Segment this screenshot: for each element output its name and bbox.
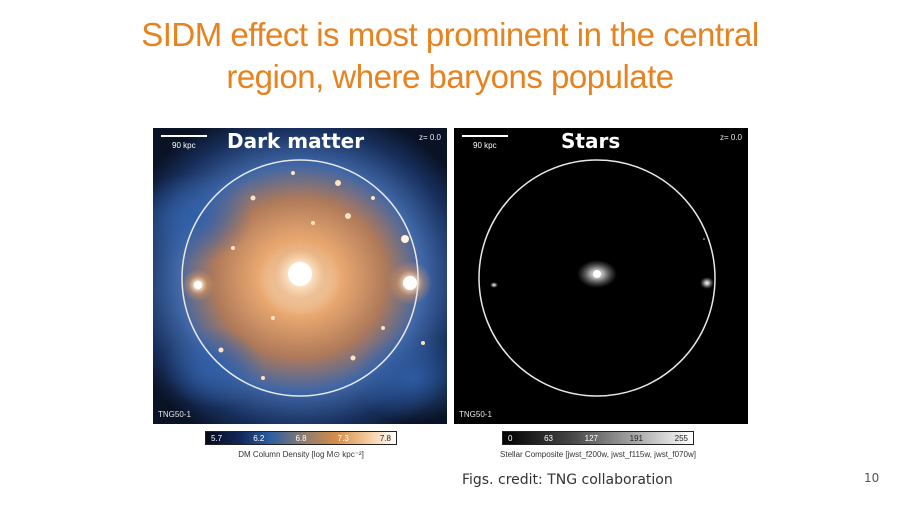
stars-colorbar-ticks: 0 63 127 191 255	[503, 432, 693, 444]
slide-title-line-1: SIDM effect is most prominent in the cen…	[141, 16, 759, 53]
stars-colorbar: 0 63 127 191 255	[502, 431, 694, 445]
colorbar-tick: 5.7	[211, 433, 223, 443]
slide-title-line-2: region, where baryons populate	[226, 58, 674, 95]
colorbar-tick: 127	[584, 433, 598, 443]
colorbar-tick: 6.2	[253, 433, 265, 443]
stars-colorbar-label: Stellar Composite [jwst_f200w, jwst_f115…	[500, 450, 696, 459]
colorbar-tick: 0	[508, 433, 513, 443]
scale-bar-label: 90 kpc	[473, 141, 497, 150]
redshift-label: z= 0.0	[719, 133, 742, 142]
dm-colorbar-label: DM Column Density [log M⊙ kpc⁻²]	[238, 450, 364, 459]
page-number: 10	[864, 471, 880, 485]
figure-credit: Figs. credit: TNG collaboration	[462, 472, 673, 488]
scale-bar-line	[161, 135, 207, 137]
dark-matter-heading: Dark matter	[227, 129, 365, 153]
stars-heading: Stars	[561, 129, 621, 153]
scale-bar-line	[462, 135, 508, 137]
dark-matter-render	[153, 128, 447, 424]
colorbar-tick: 191	[629, 433, 643, 443]
dm-colorbar-ticks: 5.7 6.2 6.8 7.3 7.8	[206, 432, 396, 444]
colorbar-tick: 7.8	[379, 433, 391, 443]
simulation-label: TNG50-1	[459, 410, 492, 419]
redshift-label: z= 0.0	[418, 133, 441, 142]
scale-bar-label: 90 kpc	[172, 141, 196, 150]
slide-title: SIDM effect is most prominent in the cen…	[0, 14, 900, 98]
dm-colorbar: 5.7 6.2 6.8 7.3 7.8	[205, 431, 397, 445]
colorbar-tick: 63	[544, 433, 553, 443]
simulation-label: TNG50-1	[158, 410, 191, 419]
stars-render	[454, 128, 748, 424]
dark-matter-image: 90 kpc Dark matter z= 0.0 TNG50-1	[153, 128, 447, 424]
colorbar-tick: 7.3	[337, 433, 349, 443]
stars-image: 90 kpc Stars z= 0.0 TNG50-1	[454, 128, 748, 424]
colorbar-tick: 255	[674, 433, 688, 443]
colorbar-tick: 6.8	[295, 433, 307, 443]
